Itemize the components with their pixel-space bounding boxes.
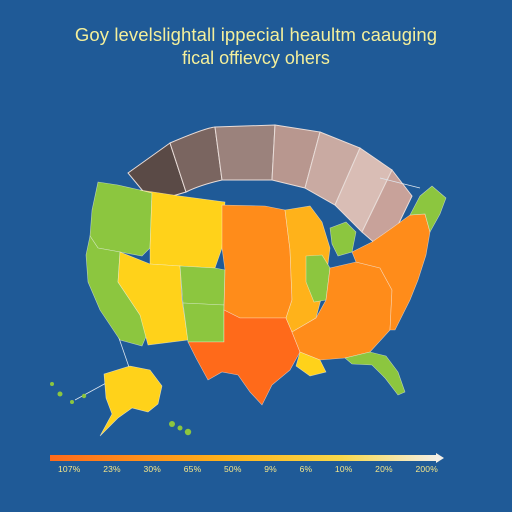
map-title: Goy levelslightall ippecial heaultm caau… xyxy=(74,24,438,45)
arc-gauge xyxy=(127,124,413,253)
region-alaska[interactable] xyxy=(99,365,163,437)
region-michigan[interactable] xyxy=(329,221,357,257)
region-mountain-north[interactable] xyxy=(139,189,226,269)
region-california[interactable] xyxy=(85,235,149,347)
region-new-mexico[interactable] xyxy=(182,302,225,343)
scale-label: 9% xyxy=(264,464,277,474)
region-colorado[interactable] xyxy=(179,265,226,306)
scale-gradient-bar xyxy=(50,455,438,461)
region-pacific-northwest[interactable] xyxy=(89,181,153,257)
map-subtitle: fical offievcy ohers xyxy=(182,48,330,68)
scale-label: 30% xyxy=(143,464,162,474)
scale-arrow-icon xyxy=(436,453,444,463)
region-florida[interactable] xyxy=(344,351,406,396)
scale-labels: 107% 23% 30% 65% 50% 9% 6% 10% 20% 200% xyxy=(58,464,438,476)
region-plains[interactable] xyxy=(221,204,293,319)
us-map xyxy=(85,181,447,406)
scale-label: 10% xyxy=(334,464,353,474)
color-scale: 107% 23% 30% 65% 50% 9% 6% 10% 20% 200% xyxy=(50,451,444,476)
scale-label: 23% xyxy=(103,464,121,474)
scale-label: 50% xyxy=(223,464,242,474)
region-northeast[interactable] xyxy=(351,213,431,331)
scale-label: 6% xyxy=(299,464,313,474)
region-hawaii[interactable] xyxy=(169,421,192,436)
region-gulf-coast[interactable] xyxy=(295,351,327,377)
scale-label: 200% xyxy=(415,464,438,474)
scale-label: 107% xyxy=(58,464,81,474)
decorative-islands xyxy=(50,382,87,404)
scale-label: 65% xyxy=(183,464,202,474)
region-new-england[interactable] xyxy=(409,185,447,233)
scale-label: 20% xyxy=(375,464,393,474)
arc-segment-3 xyxy=(214,124,276,181)
